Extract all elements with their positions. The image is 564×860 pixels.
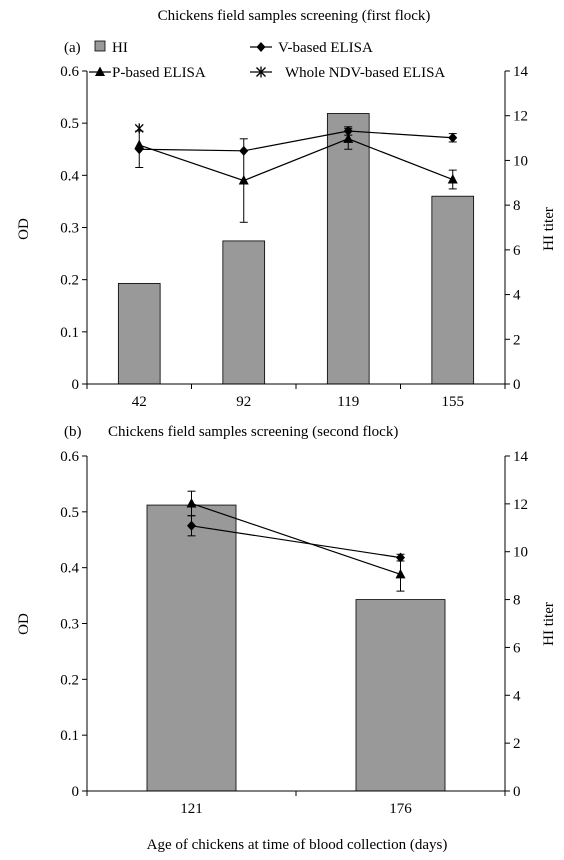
panel-a-y2-tick-label: 8	[513, 198, 521, 214]
panel-a-y2-tick-label: 12	[513, 109, 528, 125]
panel-a-y-tick-label: 0.2	[60, 273, 79, 289]
panel-b-y-tick-label: 0.6	[60, 449, 79, 465]
legend-whole-marker-icon	[256, 66, 266, 78]
panel-a-series-0-line	[139, 130, 453, 152]
panel-b-series-1-point-176	[395, 568, 406, 579]
panel-a-series-1-point-119	[343, 133, 354, 143]
legend-whole-label: Whole NDV-based ELISA	[285, 65, 445, 81]
panel-a-y2-axis-label: HI titer	[541, 207, 557, 251]
panel-b-plot: 0 0.1 0.2 0.3 0.4 0.5 0.6 0 2 4 6 8 10 12 14 121 176	[60, 449, 528, 817]
panel-b-x-tick-label-176: 176	[389, 801, 412, 817]
panel-a-y-tick-label: 0	[72, 377, 80, 393]
legend-v-label: V-based ELISA	[278, 40, 373, 56]
panel-b-series-1-line	[191, 502, 401, 575]
panel-a: Chickens field samples screening (first …	[16, 8, 557, 410]
panel-a-series-0-point-155	[448, 132, 458, 143]
panel-a-bar-119	[326, 113, 370, 385]
panel-a-x-tick-label-92: 92	[236, 394, 251, 410]
panel-a-series-1-point-42	[134, 139, 145, 150]
panel-a-y-tick-label: 0.4	[60, 168, 79, 184]
panel-b-y-tick-label: 0.4	[60, 561, 79, 577]
panel-a-title: Chickens field samples screening (first …	[158, 8, 431, 24]
panel-a-y2-tick-label: 0	[513, 377, 521, 393]
panel-b-bar-121	[146, 504, 237, 792]
panel-a-y-tick-label: 0.1	[60, 325, 79, 341]
panel-a-y-tick-label: 0.3	[60, 221, 79, 237]
panel-b-x-tick-label-121: 121	[180, 801, 203, 817]
panel-a-bar-155	[431, 195, 475, 385]
panel-b-y-tick-label: 0.5	[60, 505, 79, 521]
panel-a-plot: 0 0.1 0.2 0.3 0.4 0.5 0.6 0 2 4 6 8 10 12 14 42 92 119 155	[60, 64, 528, 410]
panel-b-series-1-point-121	[186, 497, 197, 508]
panel-b-x-axis-label: Age of chickens at time of blood collect…	[147, 837, 448, 853]
panel-a-x-tick-label-42: 42	[132, 394, 147, 410]
panel-a-x-tick-label-155: 155	[442, 394, 465, 410]
panel-a-series-1-point-92	[238, 175, 249, 185]
panel-a-y2-tick-label: 4	[513, 288, 521, 304]
panel-a-y-tick-label: 0.5	[60, 116, 79, 132]
panel-b-y2-tick-label: 12	[513, 497, 528, 513]
panel-b-y2-tick-label: 14	[513, 449, 529, 465]
panel-b-y2-tick-label: 10	[513, 545, 528, 561]
panel-b-y-tick-label: 0.2	[60, 672, 79, 688]
panel-b-y2-tick-label: 4	[513, 688, 521, 704]
panel-a-bar-92	[222, 240, 266, 385]
panel-a-x-tick-label-119: 119	[337, 394, 359, 410]
panel-b-series-0-point-121	[187, 520, 196, 531]
panel-a-label: (a)	[64, 40, 81, 56]
legend-p-marker-icon	[95, 66, 105, 76]
panel-b-y2-tick-label: 2	[513, 736, 521, 752]
legend-hi-swatch	[94, 40, 106, 52]
panel-b-y-tick-label: 0	[72, 784, 80, 800]
panel-a-y2-tick-label: 10	[513, 153, 528, 169]
panel-a-series-2-point-42	[134, 123, 144, 134]
panel-b-y-tick-label: 0.3	[60, 617, 79, 633]
panel-a-y-tick-label: 0.6	[60, 64, 79, 80]
legend-hi-label: HI	[112, 40, 128, 56]
panel-b-label: (b)	[64, 424, 82, 440]
panel-b-bar-176	[355, 599, 446, 792]
legend-p-label: P-based ELISA	[112, 65, 206, 81]
panel-a-y2-tick-label: 14	[513, 64, 529, 80]
legend-v-marker-icon	[256, 42, 266, 52]
panel-b-y2-tick-label: 6	[513, 640, 521, 656]
panel-b-y-tick-label: 0.1	[60, 728, 79, 744]
panel-a-y2-tick-label: 2	[513, 332, 521, 348]
panel-a-y2-tick-label: 6	[513, 243, 521, 259]
panel-b-y2-tick-label: 0	[513, 784, 521, 800]
panel-a-y-axis-label: OD	[16, 218, 32, 240]
panel-b: (b) Chickens field samples screening (se…	[16, 424, 557, 853]
panel-b-y-axis-label: OD	[16, 613, 32, 635]
panel-b-y2-tick-label: 8	[513, 593, 521, 609]
panel-a-series-1-point-155	[447, 174, 458, 184]
panel-a-series-1-line	[139, 138, 453, 182]
panel-a-bar-42	[117, 282, 161, 385]
panel-b-y2-axis-label: HI titer	[541, 602, 557, 646]
panel-b-series-0-line	[191, 525, 401, 559]
panel-b-title: Chickens field samples screening (second…	[108, 424, 398, 440]
panel-a-legend: HI V-based ELISA P-based ELISA Whole NDV…	[89, 40, 445, 81]
